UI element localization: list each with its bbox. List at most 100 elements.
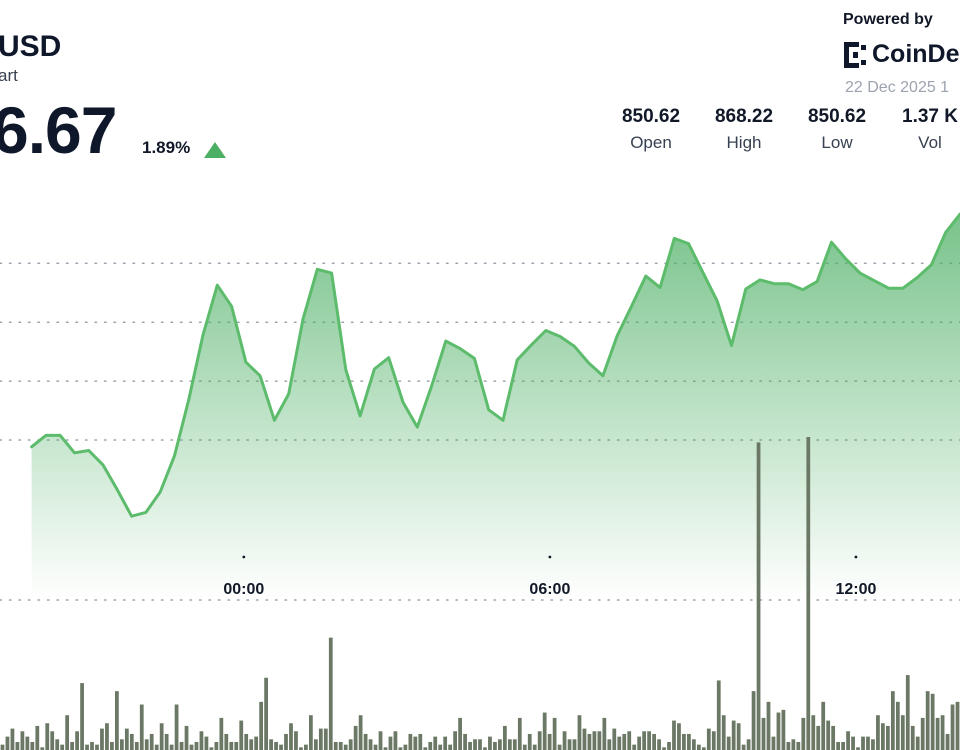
volume-bar xyxy=(169,744,174,750)
volume-bars xyxy=(0,437,960,750)
volume-bar xyxy=(398,747,403,750)
x-tick-mark-0 xyxy=(242,555,246,559)
volume-bar xyxy=(587,733,592,750)
volume-bar xyxy=(468,741,472,750)
volume-bar xyxy=(851,736,855,750)
volume-bar xyxy=(10,728,15,750)
volume-bar xyxy=(542,712,547,750)
volume-bar xyxy=(199,731,204,750)
price-change: 1.89% xyxy=(142,138,191,157)
volume-bar xyxy=(95,744,99,750)
stat-low: 850.62 Low xyxy=(792,106,882,153)
volume-bar xyxy=(930,693,935,750)
volume-bar xyxy=(667,741,671,750)
volume-bar xyxy=(438,744,443,750)
volume-bar xyxy=(85,744,89,750)
volume-bar xyxy=(696,744,701,750)
volume-bar xyxy=(30,741,35,750)
stat-high-label: High xyxy=(726,133,762,152)
volume-bar xyxy=(955,701,960,750)
volume-bar xyxy=(388,736,393,750)
volume-bar xyxy=(254,736,259,750)
volume-bar xyxy=(652,733,656,750)
volume-bar xyxy=(348,739,353,750)
volume-bar xyxy=(373,744,378,750)
x-tick-label-2: 12:00 xyxy=(835,581,876,598)
stat-high-value: 868.22 xyxy=(714,106,774,127)
volume-bar xyxy=(154,744,159,750)
volume-bar xyxy=(741,744,746,750)
volume-bar xyxy=(0,744,5,750)
volume-bar xyxy=(910,725,915,750)
volume-bar xyxy=(224,733,229,750)
volume-bar xyxy=(363,733,368,750)
volume-bar xyxy=(801,717,806,750)
volume-bar xyxy=(75,731,79,750)
triangle-up-icon xyxy=(204,142,226,158)
volume-bar xyxy=(264,677,268,750)
volume-bar xyxy=(866,736,870,750)
volume-bar xyxy=(115,691,119,750)
volume-bar xyxy=(532,744,537,750)
stat-open-label: Open xyxy=(630,133,672,152)
volume-bar xyxy=(527,733,532,750)
pair-title: USD xyxy=(0,30,62,63)
volume-bar xyxy=(692,739,696,750)
x-tick-mark-1 xyxy=(548,555,552,559)
volume-bar xyxy=(80,683,84,750)
stat-vol-value: 1.37 K xyxy=(902,106,958,127)
volume-bar xyxy=(632,744,637,750)
volume-bar xyxy=(433,736,438,750)
volume-bar xyxy=(60,744,65,750)
volume-bar xyxy=(279,744,283,750)
volume-bar xyxy=(622,733,627,750)
volume-bar xyxy=(562,731,567,750)
x-tick-label-0: 00:00 xyxy=(223,581,264,598)
volume-bar xyxy=(269,739,273,750)
volume-bar xyxy=(403,744,408,750)
volume-bar xyxy=(488,736,492,750)
volume-bar xyxy=(701,747,706,750)
stat-high: 868.22 High xyxy=(699,106,789,153)
volume-bar xyxy=(483,747,487,750)
volume-bar xyxy=(612,728,617,750)
chart-subtitle: art xyxy=(0,66,18,85)
volume-bar xyxy=(463,733,467,750)
volume-bar xyxy=(164,733,169,750)
volume-bar xyxy=(781,709,786,750)
volume-bar xyxy=(806,437,811,750)
volume-bar xyxy=(517,717,522,750)
volume-bar xyxy=(905,675,910,750)
volume-bar xyxy=(647,731,651,750)
volume-bar xyxy=(328,637,333,750)
volume-bar xyxy=(259,701,264,750)
volume-bar xyxy=(881,723,885,750)
volume-bar xyxy=(383,747,388,750)
volume-bar xyxy=(453,731,458,750)
volume-bar xyxy=(512,739,517,750)
volume-bar xyxy=(841,741,845,750)
coindesk-logo[interactable]: CoinDe xyxy=(844,40,960,69)
volume-bar xyxy=(234,741,239,750)
volume-bar xyxy=(5,736,10,750)
volume-bar xyxy=(861,736,865,750)
volume-bar xyxy=(204,736,209,750)
volume-bar xyxy=(129,733,134,750)
volume-bar xyxy=(552,717,557,750)
volume-bar xyxy=(502,725,507,750)
volume-bar xyxy=(443,736,448,750)
volume-bar xyxy=(214,741,219,750)
volume-bar xyxy=(458,717,462,750)
volume-bar xyxy=(935,717,940,750)
volume-bar xyxy=(244,733,249,750)
volume-bar xyxy=(413,736,418,750)
volume-bar xyxy=(50,731,55,750)
volume-bar xyxy=(831,725,836,750)
volume-bar xyxy=(448,744,453,750)
volume-bar xyxy=(124,728,129,750)
volume-bar xyxy=(925,691,930,750)
x-tick-mark-2 xyxy=(854,555,858,559)
volume-bar xyxy=(15,741,20,750)
volume-bar xyxy=(308,715,313,750)
